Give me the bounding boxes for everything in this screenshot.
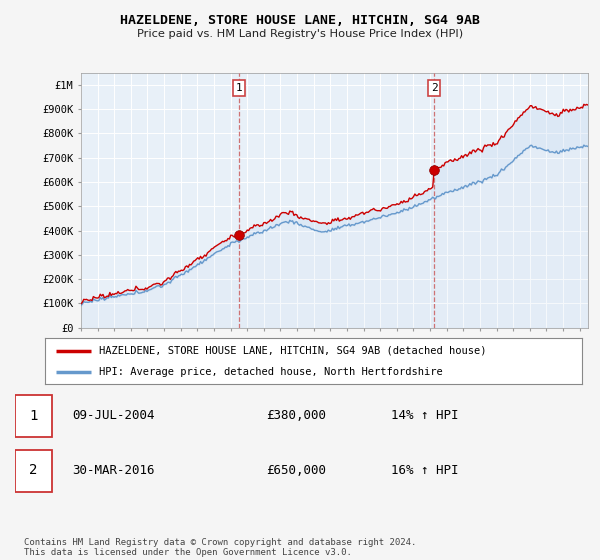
Text: HAZELDENE, STORE HOUSE LANE, HITCHIN, SG4 9AB (detached house): HAZELDENE, STORE HOUSE LANE, HITCHIN, SG…: [98, 346, 486, 356]
Text: Contains HM Land Registry data © Crown copyright and database right 2024.
This d: Contains HM Land Registry data © Crown c…: [24, 538, 416, 557]
Text: 14% ↑ HPI: 14% ↑ HPI: [391, 409, 459, 422]
Text: HPI: Average price, detached house, North Hertfordshire: HPI: Average price, detached house, Nort…: [98, 367, 442, 377]
Text: £380,000: £380,000: [266, 409, 326, 422]
Text: 2: 2: [431, 83, 437, 93]
Text: £650,000: £650,000: [266, 464, 326, 477]
Text: 1: 1: [236, 83, 242, 93]
Text: HAZELDENE, STORE HOUSE LANE, HITCHIN, SG4 9AB: HAZELDENE, STORE HOUSE LANE, HITCHIN, SG…: [120, 14, 480, 27]
Text: 16% ↑ HPI: 16% ↑ HPI: [391, 464, 459, 477]
Text: Price paid vs. HM Land Registry's House Price Index (HPI): Price paid vs. HM Land Registry's House …: [137, 29, 463, 39]
Bar: [15, 450, 52, 492]
Bar: [15, 395, 52, 437]
Text: 1: 1: [29, 409, 37, 423]
Text: 2: 2: [29, 463, 37, 477]
Text: 30-MAR-2016: 30-MAR-2016: [72, 464, 155, 477]
Text: 09-JUL-2004: 09-JUL-2004: [72, 409, 155, 422]
